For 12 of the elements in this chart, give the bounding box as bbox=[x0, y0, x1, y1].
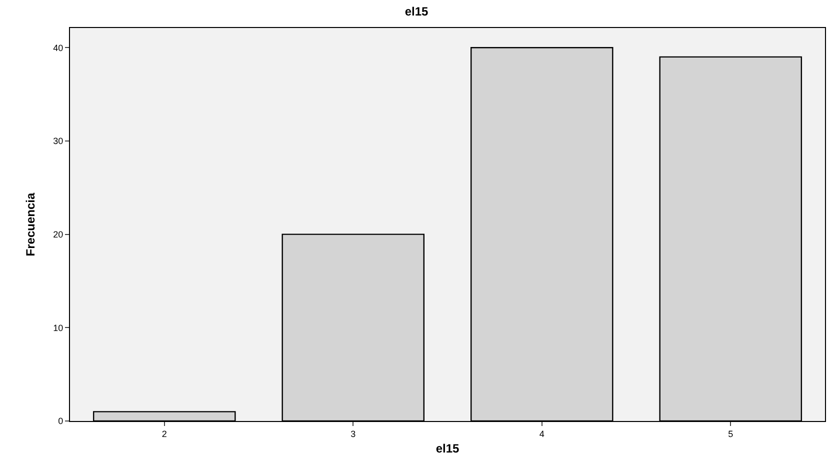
x-tick-label: 2 bbox=[162, 428, 167, 439]
x-tick-label: 5 bbox=[728, 428, 734, 439]
y-tick-label: 0 bbox=[58, 416, 64, 426]
y-tick-label: 40 bbox=[53, 42, 64, 53]
x-axis-title: el15 bbox=[436, 442, 460, 456]
y-tick-label: 10 bbox=[53, 322, 64, 333]
chart-title: el15 bbox=[404, 4, 428, 18]
x-tick-label: 3 bbox=[350, 428, 356, 439]
y-tick-label: 30 bbox=[53, 136, 64, 146]
x-tick-label: 4 bbox=[539, 428, 544, 439]
y-tick-label: 20 bbox=[53, 229, 64, 240]
y-axis-title: Frecuencia bbox=[23, 192, 38, 256]
